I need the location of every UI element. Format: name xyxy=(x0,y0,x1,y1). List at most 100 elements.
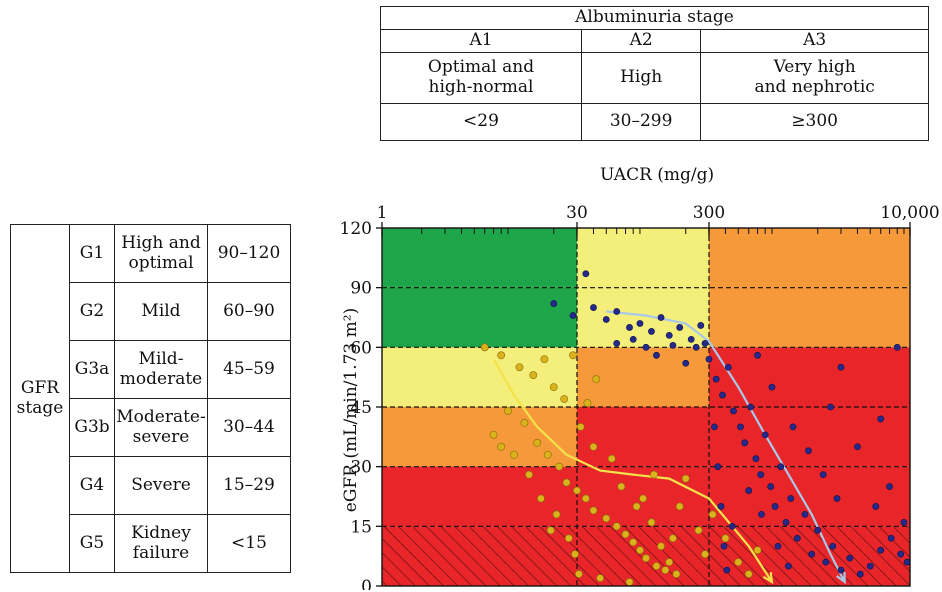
gfr-stage-header-line2: stage xyxy=(16,397,64,418)
albuminuria-desc-a1-line1: Optimal and xyxy=(427,57,535,78)
data-point-blue xyxy=(767,483,775,490)
risk-cell xyxy=(382,347,577,407)
gfr-desc-g5-line1: Kidney xyxy=(131,522,191,543)
data-point-yellow xyxy=(489,430,498,439)
data-point-blue xyxy=(866,562,874,570)
data-point-yellow xyxy=(647,518,656,527)
albuminuria-range-a1: <29 xyxy=(380,103,582,141)
risk-cell xyxy=(382,228,577,288)
data-point-blue xyxy=(648,328,655,335)
data-point-blue xyxy=(777,463,785,471)
data-point-blue xyxy=(801,510,809,518)
data-point-yellow xyxy=(639,494,647,503)
data-point-yellow xyxy=(661,566,670,574)
data-point-blue xyxy=(711,423,718,431)
data-point-yellow xyxy=(602,514,611,523)
y-tick-label: 0 xyxy=(361,577,372,590)
data-point-blue xyxy=(741,439,749,447)
data-point-blue xyxy=(887,534,895,542)
data-point-yellow xyxy=(669,534,677,543)
data-point-yellow xyxy=(564,534,573,543)
gfr-desc-g3a: Mild- moderate xyxy=(114,340,208,399)
gfr-desc-g3b-line2: severe xyxy=(132,426,190,447)
gfr-stage-header-line1: GFR xyxy=(20,377,60,398)
data-point-yellow xyxy=(560,395,569,403)
data-point-yellow xyxy=(520,419,529,427)
gfr-desc-g1-line1: High and xyxy=(121,232,201,253)
data-point-yellow xyxy=(529,371,538,380)
data-point-blue xyxy=(837,363,845,371)
risk-cell xyxy=(708,228,910,288)
data-point-yellow xyxy=(701,550,709,559)
gfr-desc-g1: High and optimal xyxy=(114,224,208,283)
albuminuria-range-a3: ≥300 xyxy=(700,103,929,141)
gfr-desc-g5-line2: failure xyxy=(132,542,190,563)
data-point-blue xyxy=(745,487,753,494)
data-point-blue xyxy=(789,423,797,431)
data-point-yellow xyxy=(657,542,665,551)
gfr-desc-g5: Kidney failure xyxy=(114,514,208,573)
albuminuria-desc-a3: Very high and nephrotic xyxy=(700,52,929,104)
data-point-blue xyxy=(903,558,911,566)
risk-cell xyxy=(382,466,577,527)
x-tick-label: 30 xyxy=(566,203,588,223)
data-point-yellow xyxy=(562,478,571,487)
albuminuria-stage-table: Albuminuria stage A1 A2 A3 Optimal and h… xyxy=(380,6,929,141)
data-point-yellow xyxy=(596,574,605,582)
scatter-points xyxy=(480,270,911,586)
data-point-yellow xyxy=(589,442,598,451)
trend-arrowhead xyxy=(762,571,774,585)
data-point-yellow xyxy=(480,343,489,352)
data-point-blue xyxy=(701,339,709,347)
data-point-blue xyxy=(719,391,726,399)
gfr-code-g1: G1 xyxy=(69,224,115,283)
data-point-blue xyxy=(669,341,677,349)
data-point-blue xyxy=(705,355,713,363)
data-point-blue xyxy=(752,455,760,463)
egfr-uacr-scatter-chart: 1 30 300 10,000 0 15 30 45 60 90 120 eGFR (mL/min/… xyxy=(340,203,940,590)
risk-cell xyxy=(708,407,910,467)
data-point-blue xyxy=(717,503,725,510)
data-point-blue xyxy=(582,270,590,278)
data-point-blue xyxy=(697,322,705,329)
risk-cell xyxy=(576,287,709,348)
data-point-blue xyxy=(629,335,637,343)
data-point-blue xyxy=(590,304,597,311)
data-point-blue xyxy=(682,359,690,367)
x-tick-label: 1 xyxy=(377,203,388,223)
data-point-blue xyxy=(657,314,665,321)
data-point-blue xyxy=(822,558,830,566)
albuminuria-code-a1: A1 xyxy=(380,29,582,53)
data-point-yellow xyxy=(537,494,545,503)
data-point-blue xyxy=(724,363,732,371)
data-point-blue xyxy=(714,463,722,471)
data-point-yellow xyxy=(589,506,598,515)
data-point-yellow xyxy=(642,554,650,563)
data-point-blue xyxy=(877,546,885,554)
gfr-code-g5: G5 xyxy=(69,514,115,573)
data-point-blue xyxy=(730,407,737,415)
data-point-blue xyxy=(814,526,822,534)
data-point-yellow xyxy=(583,399,592,407)
risk-cell xyxy=(708,466,910,527)
data-point-blue xyxy=(569,312,577,319)
data-point-blue xyxy=(747,403,754,411)
data-point-blue xyxy=(723,566,731,574)
data-point-yellow xyxy=(694,526,703,535)
data-point-blue xyxy=(827,403,834,411)
data-point-blue xyxy=(774,542,782,550)
data-point-blue xyxy=(856,570,864,578)
gfr-range-g4: 15–29 xyxy=(207,456,291,515)
gfr-stage-table: GFR stage G1 High and optimal 90–120 G2 … xyxy=(10,224,291,573)
data-point-yellow xyxy=(744,570,753,578)
data-point-blue xyxy=(900,518,908,526)
risk-cell xyxy=(708,287,910,348)
albuminuria-desc-a3-line2: and nephrotic xyxy=(754,77,875,97)
trend-line-yellow xyxy=(492,358,773,583)
gfr-range-g1: 90–120 xyxy=(207,224,291,283)
data-point-yellow xyxy=(549,383,558,392)
data-point-yellow xyxy=(497,351,506,360)
y-tick-label: 30 xyxy=(350,458,372,478)
data-point-blue xyxy=(805,447,812,455)
data-point-yellow xyxy=(612,522,621,531)
